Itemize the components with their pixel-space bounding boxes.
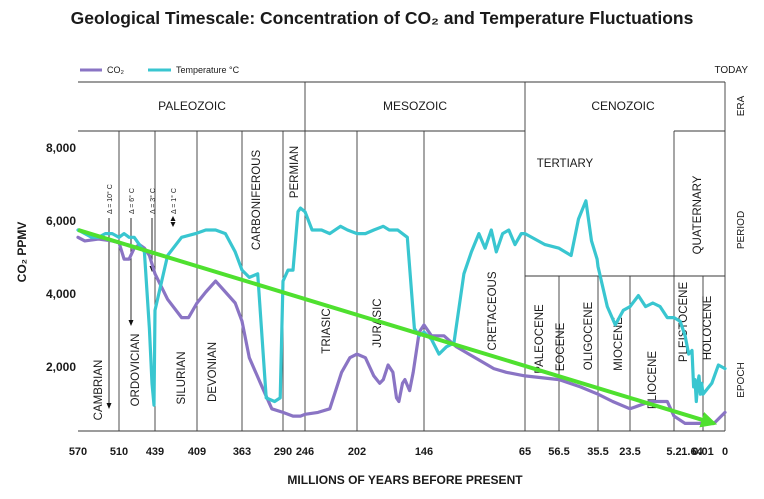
x-tick-label: 0 bbox=[722, 446, 728, 458]
x-tick-label: 409 bbox=[188, 446, 206, 458]
x-tick-label: 570 bbox=[69, 446, 87, 458]
epoch-label-holocene: HOLOCENE bbox=[702, 295, 714, 360]
y-axis-title: CO₂ PPMV bbox=[15, 222, 29, 283]
epoch-label-paleocene: PALEOCENE bbox=[534, 304, 546, 374]
geologic-grid bbox=[78, 81, 726, 432]
period-label-permian: PERMIAN bbox=[289, 146, 301, 198]
legend-label-co2: CO₂ bbox=[107, 65, 125, 75]
legend-label-temperature: Temperature °C bbox=[176, 65, 240, 75]
x-tick-label: 439 bbox=[146, 446, 164, 458]
delta-label-1c: Δ = 1° C bbox=[170, 188, 178, 214]
row-label-period: PERIOD bbox=[736, 211, 747, 249]
x-tick-label: 5.2 bbox=[666, 446, 681, 458]
row-label-epoch: EPOCH bbox=[736, 362, 747, 398]
x-axis: 570 510 439 409 363 290 246 202 146 65 56.5 35.5 23.… bbox=[69, 446, 728, 458]
y-tick-label-4000: 4,000 bbox=[46, 287, 76, 301]
trend-arrow bbox=[77, 228, 718, 428]
x-tick-label: 290 bbox=[274, 446, 292, 458]
delta-annotations: Δ = 10° C Δ = 6° C Δ = 3° C Δ = 1° C bbox=[106, 184, 178, 409]
x-tick-label: 35.5 bbox=[587, 446, 608, 458]
epoch-label-eocene: EOCENE bbox=[555, 322, 567, 371]
y-axis: 2,000 4,000 6,000 8,000 bbox=[46, 141, 76, 374]
period-label-cambrian: CAMBRIAN bbox=[93, 360, 105, 421]
today-label: TODAY bbox=[714, 65, 748, 76]
period-label-silurian: SILURIAN bbox=[176, 351, 188, 404]
period-label-tertiary: TERTIARY bbox=[537, 158, 594, 170]
x-axis-title: MILLIONS OF YEARS BEFORE PRESENT bbox=[287, 473, 523, 487]
x-tick-label: 246 bbox=[296, 446, 314, 458]
x-tick-label: 510 bbox=[110, 446, 128, 458]
period-label-devonian: DEVONIAN bbox=[207, 342, 219, 402]
period-label-ordovician: ORDOVICIAN bbox=[130, 334, 142, 407]
chart-title: Geological Timescale: Concentration of C… bbox=[71, 8, 694, 28]
era-label-paleozoic: PALEOZOIC bbox=[158, 99, 226, 113]
period-label-triasic: TRIASIC bbox=[321, 308, 333, 353]
delta-label-6c: Δ = 6° C bbox=[128, 188, 136, 214]
x-tick-label: 202 bbox=[348, 446, 366, 458]
x-tick-label: 146 bbox=[415, 446, 433, 458]
legend: CO₂ Temperature °C bbox=[80, 65, 240, 75]
y-tick-label-6000: 6,000 bbox=[46, 214, 76, 228]
epoch-label-oligocene: OLIGOCENE bbox=[583, 301, 595, 370]
x-tick-label: 0.01 bbox=[692, 446, 713, 458]
temperature-line bbox=[76, 199, 727, 407]
y-tick-label-8000: 8,000 bbox=[46, 141, 76, 155]
epoch-label-miocene: MIOCENE bbox=[613, 317, 625, 371]
delta-label-3c: Δ = 3° C bbox=[149, 188, 157, 214]
era-label-mesozoic: MESOZOIC bbox=[383, 99, 447, 113]
epoch-label-pliocene: PLIOCENE bbox=[647, 351, 659, 409]
x-tick-label: 65 bbox=[519, 446, 531, 458]
period-label-cretaceous: CRETACEOUS bbox=[487, 271, 499, 350]
x-tick-label: 1.64 bbox=[681, 446, 703, 458]
x-tick-label: 56.5 bbox=[548, 446, 569, 458]
x-tick-label: 23.5 bbox=[619, 446, 640, 458]
x-tick-label: 363 bbox=[233, 446, 251, 458]
y-tick-label-2000: 2,000 bbox=[46, 360, 76, 374]
delta-label-10c: Δ = 10° C bbox=[106, 184, 114, 214]
period-label-carboniferous: CARBONIFEROUS bbox=[251, 150, 263, 251]
period-label-quaternary: QUATERNARY bbox=[692, 175, 704, 254]
era-label-cenozoic: CENOZOIC bbox=[591, 99, 655, 113]
row-label-era: ERA bbox=[736, 95, 747, 116]
